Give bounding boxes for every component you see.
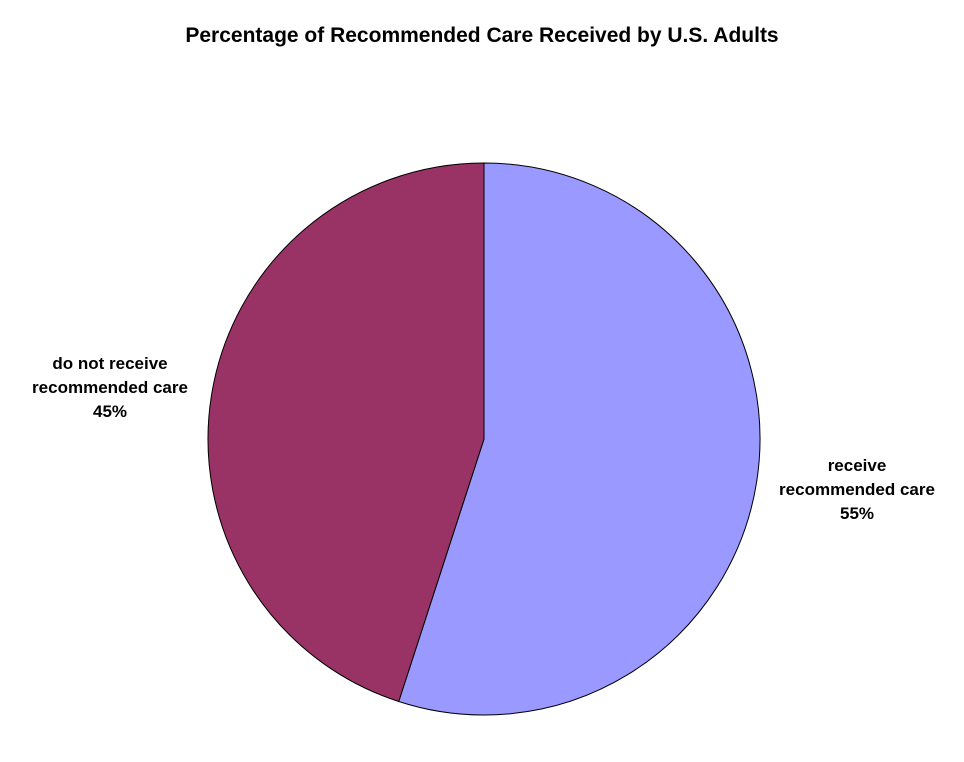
slice-label-receive: receive recommended care 55% [747, 454, 964, 526]
pie-slice-do-not-receive [207, 162, 485, 703]
slice-label-line: recommended care [32, 378, 188, 397]
slice-label-line: recommended care [779, 480, 935, 499]
slice-label-line: receive [827, 456, 887, 475]
slice-label-line: do not receive [52, 354, 168, 373]
slice-label-do-not-receive: do not receive recommended care 45% [0, 352, 220, 424]
chart-title: Percentage of Recommended Care Received … [185, 24, 779, 47]
slice-value-label: 45% [92, 402, 128, 421]
slice-value-label: 55% [839, 504, 875, 523]
pie-slice-receive [398, 162, 761, 716]
